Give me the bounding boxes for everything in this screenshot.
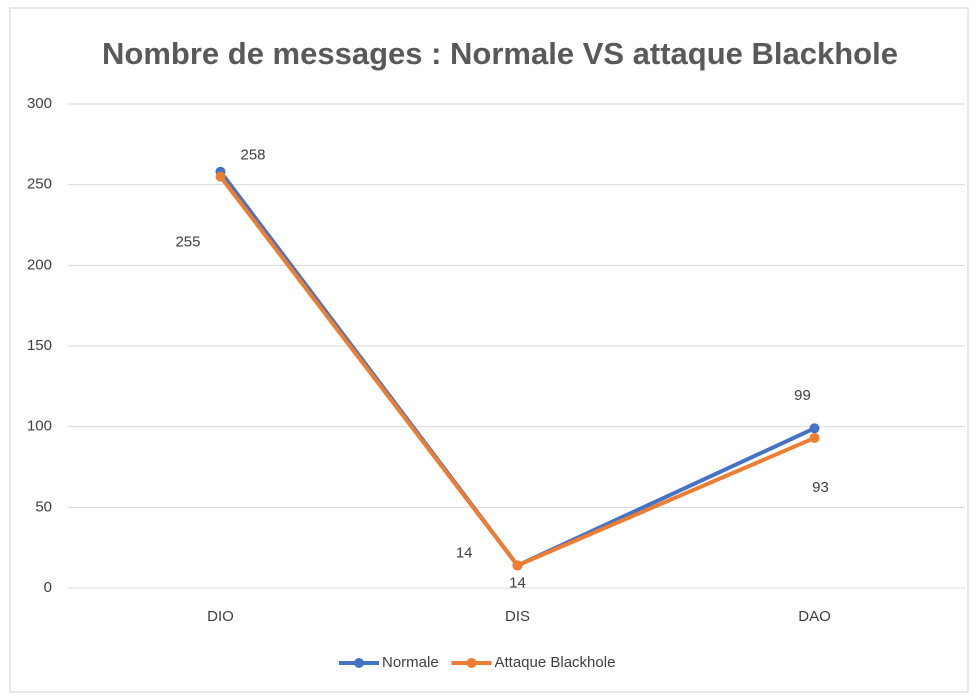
y-tick-label: 300 <box>27 95 52 112</box>
y-tick-label: 100 <box>27 418 52 435</box>
marker <box>809 423 820 434</box>
legend-label: Attaque Blackhole <box>495 654 616 671</box>
legend-label: Normale <box>382 654 439 671</box>
data-label: 14 <box>456 544 473 561</box>
y-tick-label: 0 <box>44 579 52 596</box>
legend-marker <box>466 658 477 668</box>
data-label: 255 <box>175 234 200 251</box>
x-tick-label: DIS <box>505 608 530 625</box>
legend-marker <box>354 658 364 668</box>
data-label: 93 <box>812 479 829 496</box>
data-label: 258 <box>241 147 266 164</box>
marker <box>512 560 523 571</box>
data-label: 99 <box>794 387 811 404</box>
y-tick-label: 50 <box>35 498 52 515</box>
chart-frame <box>9 7 969 693</box>
marker <box>809 432 820 443</box>
y-tick-label: 150 <box>27 337 52 354</box>
y-tick-label: 200 <box>27 256 52 273</box>
data-label: 14 <box>509 574 526 591</box>
x-tick-label: DAO <box>798 608 831 625</box>
y-tick-label: 250 <box>27 176 52 193</box>
marker <box>215 171 226 182</box>
x-tick-label: DIO <box>207 608 234 625</box>
chart-title: Nombre de messages : Normale VS attaque … <box>102 36 898 71</box>
